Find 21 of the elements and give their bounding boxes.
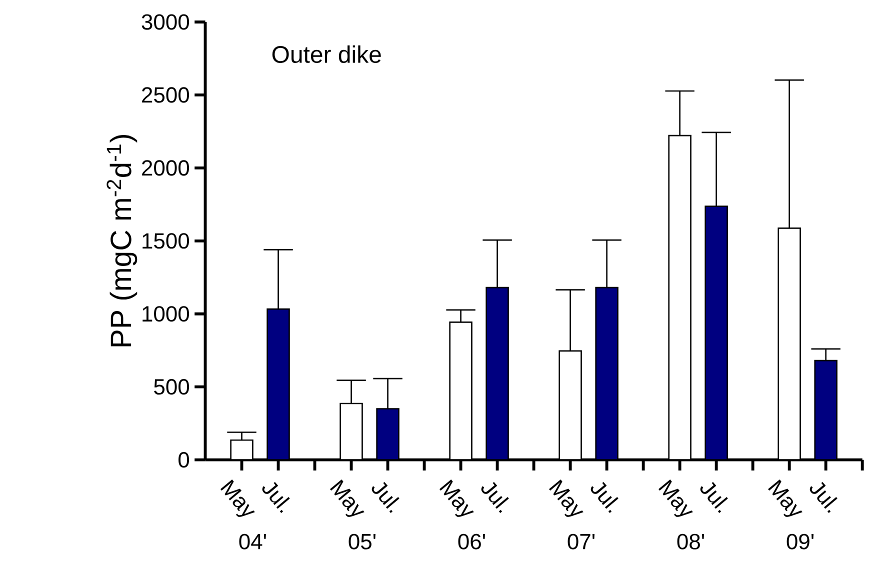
y-tick-label: 1000 [142,306,190,322]
x-tick-label: 08' [677,534,704,550]
text: Outer dike [272,45,381,64]
text: Jul. [810,482,838,514]
y-axis-title: PP (mgC m$^{-2}$d$^{-1}$) [106,135,138,346]
text: Jul. [590,482,618,514]
y-tick-label: 2500 [142,87,190,103]
x-tick-label: 04' [239,534,266,550]
y-tick-label: 500 [154,379,190,395]
y-tick-label: 3000 [142,14,190,30]
text: Jul. [700,482,728,514]
x-tick-label: 07' [568,534,594,550]
x-tick-label: 09' [786,534,814,550]
x-tick-label: 05' [348,534,376,550]
text: Jul. [372,482,400,514]
text: Jul. [481,482,509,514]
legend-label: Jul. [262,482,290,514]
y-tick-label: 2000 [142,160,190,176]
y-tick-label: 1500 [142,233,190,249]
x-tick-label: 06' [458,534,485,550]
y-tick-label: 0 [178,452,190,468]
